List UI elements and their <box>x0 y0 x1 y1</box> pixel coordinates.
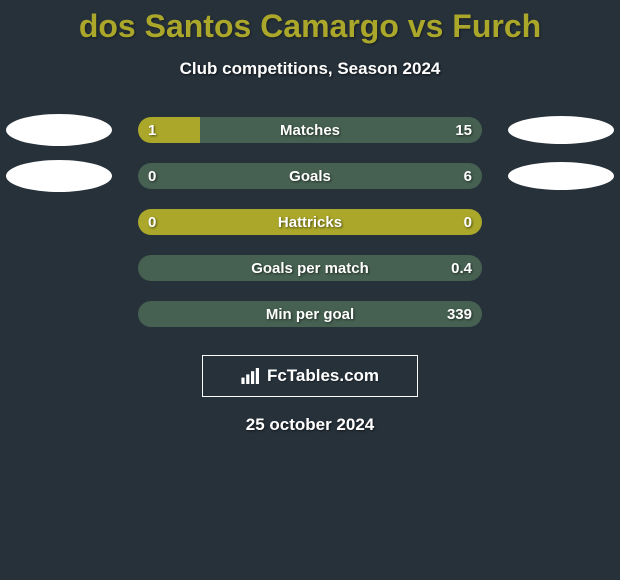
stat-bar: Min per goal339 <box>138 301 482 327</box>
stat-value-right: 6 <box>464 163 472 189</box>
player-left-marker <box>6 114 112 146</box>
stat-label: Goals per match <box>138 255 482 281</box>
brand-box: FcTables.com <box>202 355 418 397</box>
stat-bar: Matches1 15 <box>138 117 482 143</box>
page-title: dos Santos Camargo vs Furch <box>0 0 620 45</box>
stat-row: Goals0 6 <box>0 153 620 199</box>
stat-value-right: 339 <box>447 301 472 327</box>
stat-bar: Goals per match0.4 <box>138 255 482 281</box>
stat-row: Matches1 15 <box>0 107 620 153</box>
stat-value-left: 0 <box>148 163 156 189</box>
stat-label: Goals <box>138 163 482 189</box>
page-subtitle: Club competitions, Season 2024 <box>0 59 620 79</box>
stat-bar: Hattricks0 0 <box>138 209 482 235</box>
stat-value-right: 15 <box>455 117 472 143</box>
stat-value-left: 0 <box>148 209 156 235</box>
stat-value-left: 1 <box>148 117 156 143</box>
stat-row: Goals per match0.4 <box>0 245 620 291</box>
stat-bar: Goals0 6 <box>138 163 482 189</box>
stat-row: Hattricks0 0 <box>0 199 620 245</box>
stat-value-right: 0 <box>464 209 472 235</box>
player-left-marker <box>6 160 112 192</box>
bar-chart-icon <box>241 368 261 384</box>
brand-text: FcTables.com <box>267 366 379 386</box>
stat-label: Matches <box>138 117 482 143</box>
date-text: 25 october 2024 <box>0 415 620 435</box>
stat-value-right: 0.4 <box>451 255 472 281</box>
player-right-marker <box>508 162 614 190</box>
stat-label: Min per goal <box>138 301 482 327</box>
stat-label: Hattricks <box>138 209 482 235</box>
stat-rows: Matches115Goals06Hattricks00Goals per ma… <box>0 107 620 337</box>
stat-row: Min per goal339 <box>0 291 620 337</box>
player-right-marker <box>508 116 614 144</box>
